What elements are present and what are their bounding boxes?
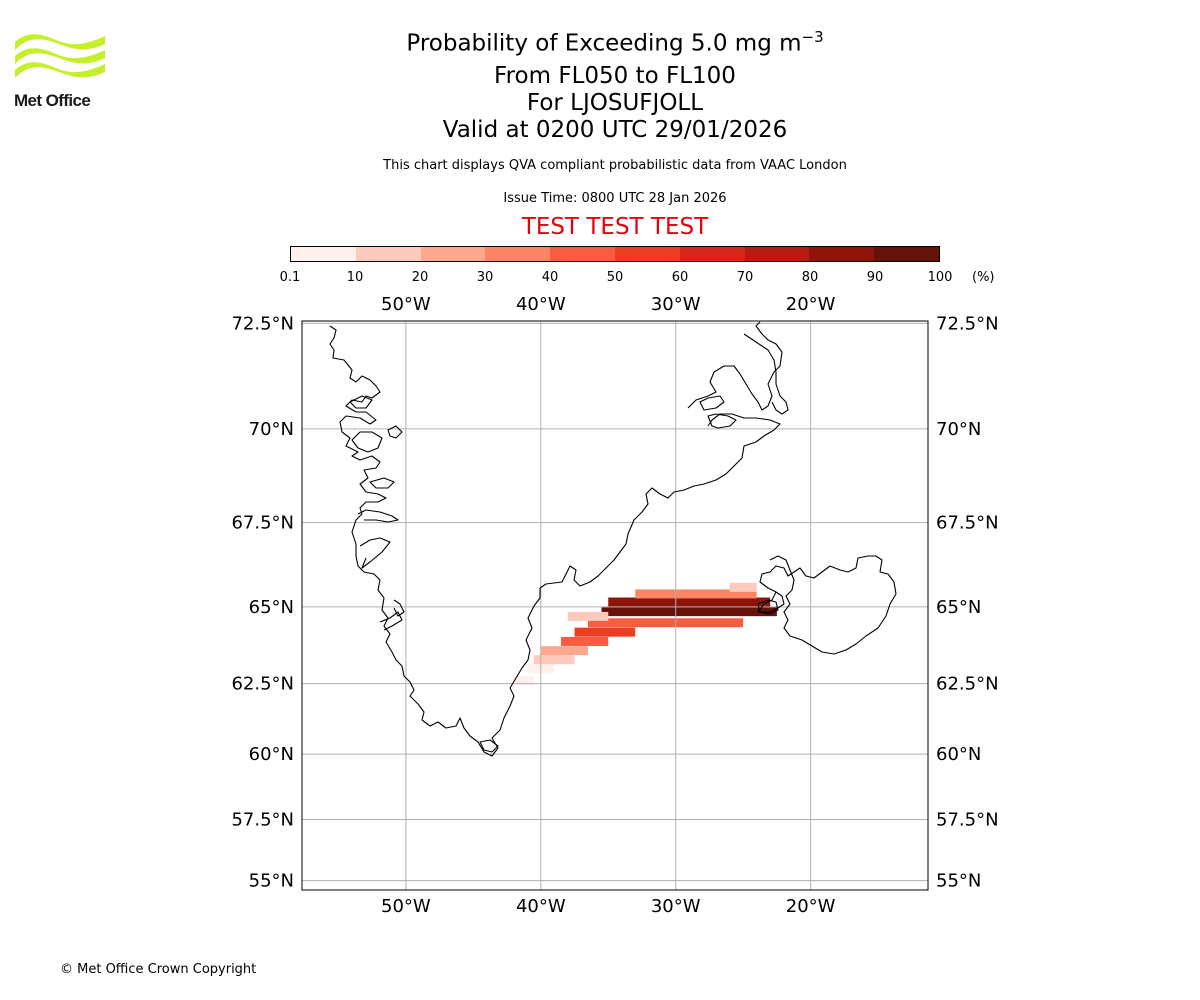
colorbar-tick-label: 0.1 (279, 270, 301, 285)
lat-label-right: 55°N (936, 871, 981, 892)
greenland-inlet-2 (707, 413, 737, 429)
greenland-island-2 (387, 425, 403, 439)
plume-layer (513, 582, 777, 686)
lon-label-top: 30°W (651, 294, 701, 315)
plume-cell (567, 611, 609, 621)
colorbar-unit: (%) (972, 270, 995, 285)
met-office-logo-text: Met Office (14, 91, 91, 110)
lon-label-bottom: 50°W (381, 896, 431, 917)
lat-label-left: 57.5°N (231, 810, 294, 831)
axis-labels: 50°W 50°W 40°W 40°W 30°W 30°W 20°W 20°W 72.5°N 72… (231, 294, 998, 917)
plume-cell (513, 676, 535, 686)
iceland-coastline (757, 555, 897, 655)
greenland-fjord-east (687, 321, 783, 411)
probability-colorbar (290, 246, 940, 262)
colorbar-segment (291, 247, 356, 261)
colorbar-segment (679, 247, 745, 261)
lat-label-right: 72.5°N (936, 313, 999, 334)
lat-label-left: 60°N (249, 744, 294, 765)
issue-time: Issue Time: 0800 UTC 28 Jan 2026 (503, 191, 727, 206)
colorbar-segment (550, 247, 615, 261)
greenland-inlet-6 (393, 599, 405, 617)
colorbar-segment (485, 247, 551, 261)
lat-label-left: 70°N (249, 419, 294, 440)
plume-cell (601, 607, 777, 617)
plume-cell (608, 597, 771, 607)
lat-label-right: 60°N (936, 744, 981, 765)
greenland-island-5 (479, 739, 499, 753)
greenland-inlet-1 (699, 395, 725, 411)
lon-label-top: 20°W (786, 294, 836, 315)
colorbar-tick-label: 50 (606, 270, 624, 285)
greenland-coastline (329, 325, 781, 757)
plume-cell (729, 582, 757, 592)
lat-label-right: 57.5°N (936, 810, 999, 831)
plume-cell (540, 646, 589, 656)
colorbar-segment (420, 247, 486, 261)
colorbar-tick-label: 30 (476, 270, 494, 285)
copyright: © Met Office Crown Copyright (60, 962, 257, 977)
lat-label-right: 67.5°N (936, 513, 999, 534)
colorbar-tick-label: 90 (866, 270, 884, 285)
greenland-island-3 (369, 477, 395, 489)
colorbar-segment (614, 247, 680, 261)
plume-cell (534, 655, 575, 665)
colorbar-tick-label: 20 (411, 270, 429, 285)
colorbar-tick-label: 100 (927, 270, 953, 285)
lat-label-right: 70°N (936, 419, 981, 440)
test-banner: TEST TEST TEST (521, 214, 709, 240)
lat-label-right: 65°N (936, 597, 981, 618)
greenland-island-1 (351, 431, 383, 453)
lon-label-top: 40°W (516, 294, 566, 315)
colorbar-segment (874, 247, 939, 261)
plume-cell (574, 627, 636, 637)
lon-label-bottom: 20°W (786, 896, 836, 917)
flight-level-range: From FL050 to FL100 (494, 63, 736, 89)
greenland-inlet-4 (357, 509, 399, 523)
lat-label-left: 67.5°N (231, 513, 294, 534)
greenland-island-4 (349, 395, 373, 409)
graticule (302, 321, 928, 890)
met-office-logo: Met Office (14, 30, 110, 112)
colorbar-segment (809, 247, 875, 261)
chart-description: This chart displays QVA compliant probab… (383, 158, 847, 173)
colorbar-tick-label: 80 (801, 270, 819, 285)
lat-label-left: 72.5°N (231, 313, 294, 334)
iceland-peninsula (757, 599, 779, 615)
chart-title: Probability of Exceeding 5.0 mg m−3 (406, 28, 824, 57)
met-office-wave-icon (15, 34, 105, 78)
greenland-inlet-3 (359, 537, 391, 569)
greenland-inlet-5 (379, 611, 403, 631)
plume-cell (588, 618, 744, 628)
colorbar-tick-label: 10 (346, 270, 364, 285)
colorbar-tick-label: 40 (541, 270, 559, 285)
coastlines (329, 321, 897, 757)
location-label: For LJOSUFJOLL (526, 90, 704, 116)
colorbar-segment (355, 247, 421, 261)
greenland-fjord-east-2 (743, 333, 789, 415)
lon-label-bottom: 30°W (651, 896, 701, 917)
map-frame (301, 320, 929, 891)
lon-label-bottom: 40°W (516, 896, 566, 917)
valid-time: Valid at 0200 UTC 29/01/2026 (442, 117, 788, 143)
lat-label-right: 62.5°N (936, 674, 999, 695)
colorbar-segment (744, 247, 810, 261)
colorbar-tick-label: 60 (671, 270, 689, 285)
plume-cell (561, 636, 609, 646)
lat-label-left: 65°N (249, 597, 294, 618)
colorbar-tick-label: 70 (736, 270, 754, 285)
lat-label-left: 55°N (249, 871, 294, 892)
plume-cell (635, 589, 757, 599)
lat-label-left: 62.5°N (231, 674, 294, 695)
lon-label-top: 50°W (381, 294, 431, 315)
